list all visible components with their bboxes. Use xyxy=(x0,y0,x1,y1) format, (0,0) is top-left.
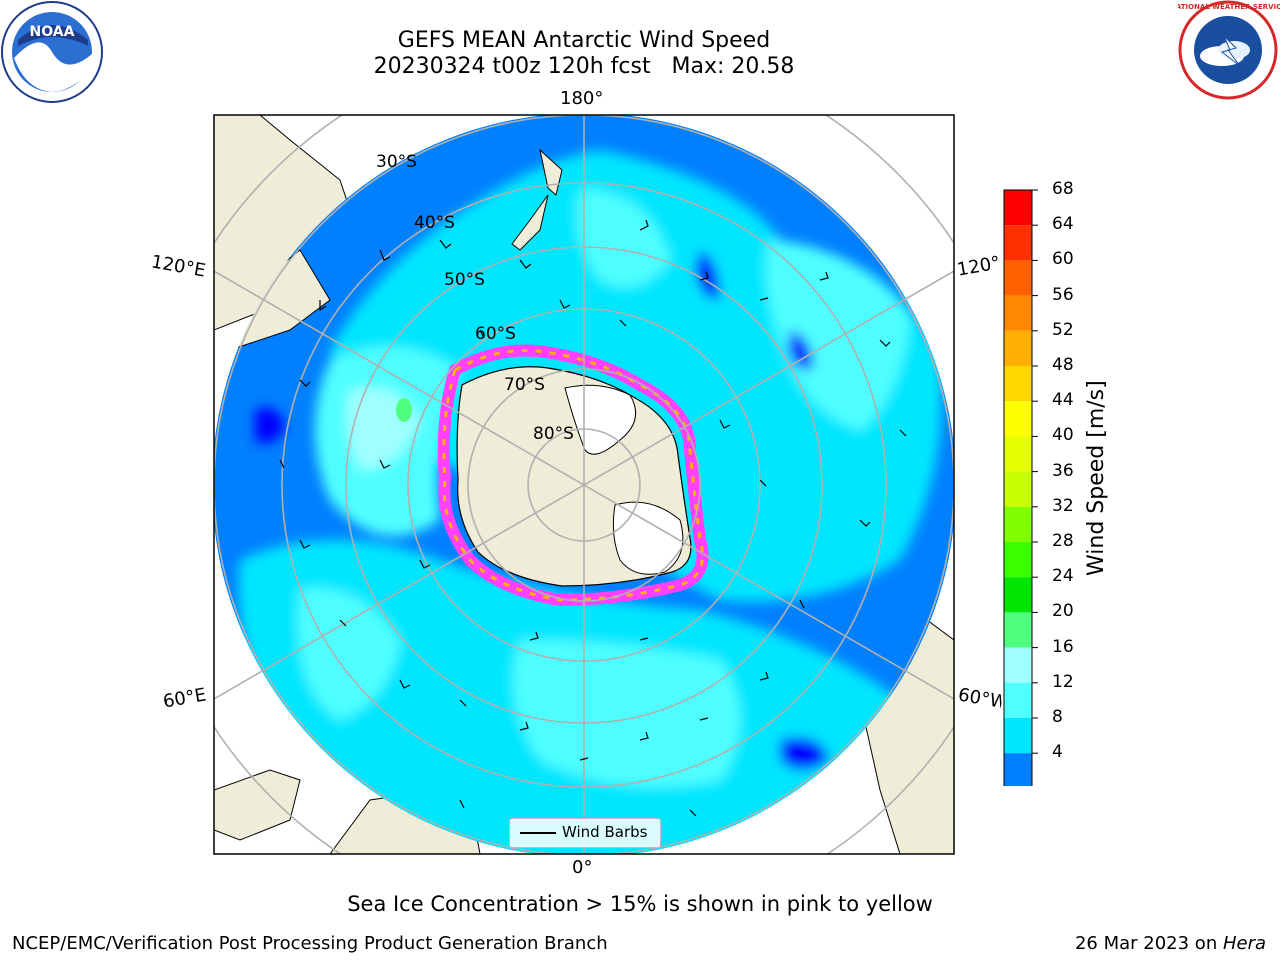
lat-label-50s: 50°S xyxy=(444,270,485,290)
colorbar-tick-label: 36 xyxy=(1052,460,1074,481)
colorbar-segment xyxy=(1004,436,1032,472)
colorbar-tick-label: 28 xyxy=(1052,531,1074,551)
sea-ice-caption: Sea Ice Concentration > 15% is shown in … xyxy=(347,892,933,916)
colorbar-tick-label: 48 xyxy=(1052,355,1074,375)
legend-line xyxy=(520,832,556,834)
colorbar-segment xyxy=(1004,366,1032,402)
noaa-logo: NOAA xyxy=(1,1,103,103)
colorbar-tick-label: 16 xyxy=(1052,636,1074,657)
colorbar-segment xyxy=(1004,718,1032,754)
lon-label-0: 0° xyxy=(572,857,593,878)
colorbar-segment xyxy=(1004,682,1032,718)
colorbar-frame xyxy=(1003,189,1033,786)
colorbar-tick-label: 40 xyxy=(1052,425,1074,446)
colorbar-segment xyxy=(1004,401,1032,437)
antarctica xyxy=(437,344,709,606)
nws-logo: NATIONAL WEATHER SERVICE xyxy=(1178,0,1280,100)
colorbar-tick-label: 8 xyxy=(1052,707,1063,727)
map-title: GEFS MEAN Antarctic Wind Speed xyxy=(397,28,771,53)
colorbar-segment xyxy=(1004,225,1032,261)
map-frame xyxy=(213,114,955,855)
colorbar-tick-label: 20 xyxy=(1052,601,1074,622)
wind-max-patch xyxy=(396,398,412,422)
colorbar-tick-label: 68 xyxy=(1052,179,1074,199)
colorbar-tick-label: 60 xyxy=(1052,249,1074,270)
footer-date: 26 Mar 2023 on Hera xyxy=(1074,933,1266,954)
map-subtitle: 20230324 t00z 120h fcst Max: 20.58 xyxy=(373,54,795,79)
colorbar xyxy=(1003,189,1038,786)
svg-text:NOAA: NOAA xyxy=(30,24,75,40)
colorbar-tick-label: 12 xyxy=(1052,671,1074,692)
colorbar-segment xyxy=(1004,612,1032,648)
lat-label-80s: 80°S xyxy=(533,424,574,444)
lat-label-30s: 30°S xyxy=(376,152,417,172)
footer-machine: Hera xyxy=(1222,933,1266,954)
colorbar-segment xyxy=(1004,471,1032,507)
colorbar-tick-label: 24 xyxy=(1052,566,1074,587)
lon-label-180: 180° xyxy=(560,88,604,109)
colorbar-segment xyxy=(1004,753,1032,786)
colorbar-segment xyxy=(1004,542,1032,578)
colorbar-segment xyxy=(1004,190,1032,226)
colorbar-tick-label: 4 xyxy=(1052,742,1063,763)
footer-credit: NCEP/EMC/Verification Post Processing Pr… xyxy=(12,933,608,954)
graticule xyxy=(214,115,954,854)
lat-label-70s: 70°S xyxy=(504,375,545,395)
legend-label: Wind Barbs xyxy=(562,823,648,841)
colorbar-segment xyxy=(1004,577,1032,613)
wind-barbs-legend: Wind Barbs xyxy=(509,818,661,848)
svg-text:NATIONAL WEATHER SERVICE: NATIONAL WEATHER SERVICE xyxy=(1178,3,1280,11)
colorbar-segment xyxy=(1004,330,1032,366)
colorbar-label: Wind Speed [m/s] xyxy=(1084,380,1109,576)
colorbar-tick-label: 56 xyxy=(1052,284,1074,305)
colorbar-tick-label: 44 xyxy=(1052,390,1074,411)
colorbar-segment xyxy=(1004,260,1032,296)
colorbar-segment xyxy=(1004,647,1032,683)
colorbar-tick-label: 64 xyxy=(1052,214,1074,235)
lat-label-40s: 40°S xyxy=(414,213,455,233)
colorbar-tick-label: 52 xyxy=(1052,319,1074,340)
colorbar-segment xyxy=(1004,295,1032,331)
wind-barbs xyxy=(279,219,907,817)
colorbar-segment xyxy=(1004,506,1032,542)
colorbar-tick-label: 32 xyxy=(1052,495,1074,516)
lat-label-60s: 60°S xyxy=(475,324,516,344)
